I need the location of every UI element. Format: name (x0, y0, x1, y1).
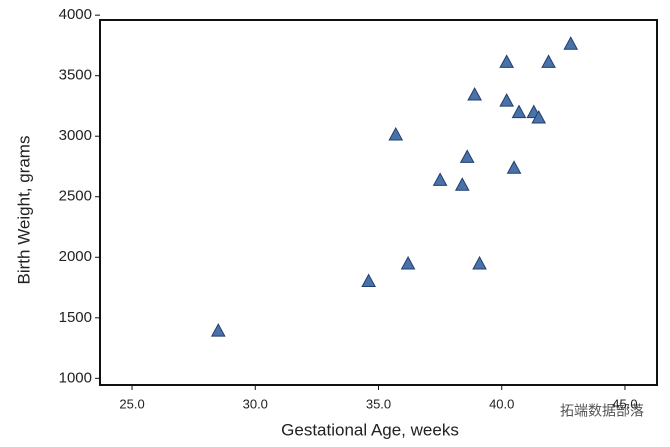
y-tick-label: 3500 (59, 67, 92, 84)
y-tick-label: 3000 (59, 127, 92, 144)
point (459, 149, 475, 163)
point (454, 177, 470, 191)
watermark: 拓端数据部落 (560, 403, 644, 419)
y-tick-label: 2000 (59, 248, 92, 265)
point (563, 36, 579, 50)
x-tick-label: 45.0 (612, 396, 637, 411)
point (511, 104, 527, 119)
point (210, 323, 226, 337)
plot-frame (99, 19, 658, 386)
x-tick-label: 30.0 (243, 396, 268, 411)
x-tick-label: 40.0 (489, 396, 514, 411)
point (432, 172, 448, 186)
y-axis-label: Birth Weight, grams (14, 136, 33, 285)
point (388, 126, 404, 141)
y-tick-label: 1500 (59, 309, 92, 326)
point (472, 255, 487, 270)
x-tick-label: 35.0 (366, 396, 391, 411)
point (499, 93, 514, 107)
point (467, 87, 482, 101)
point (541, 54, 556, 68)
point (506, 160, 522, 174)
point (361, 273, 376, 287)
y-tick-label: 2500 (59, 188, 92, 205)
point (400, 255, 416, 270)
x-axis-label: Gestational Age, weeks (281, 420, 459, 439)
point (499, 54, 514, 68)
x-tick-label: 25.0 (119, 396, 144, 411)
point (531, 110, 547, 124)
y-tick-label: 4000 (59, 6, 92, 23)
y-tick-label: 1000 (59, 369, 92, 386)
